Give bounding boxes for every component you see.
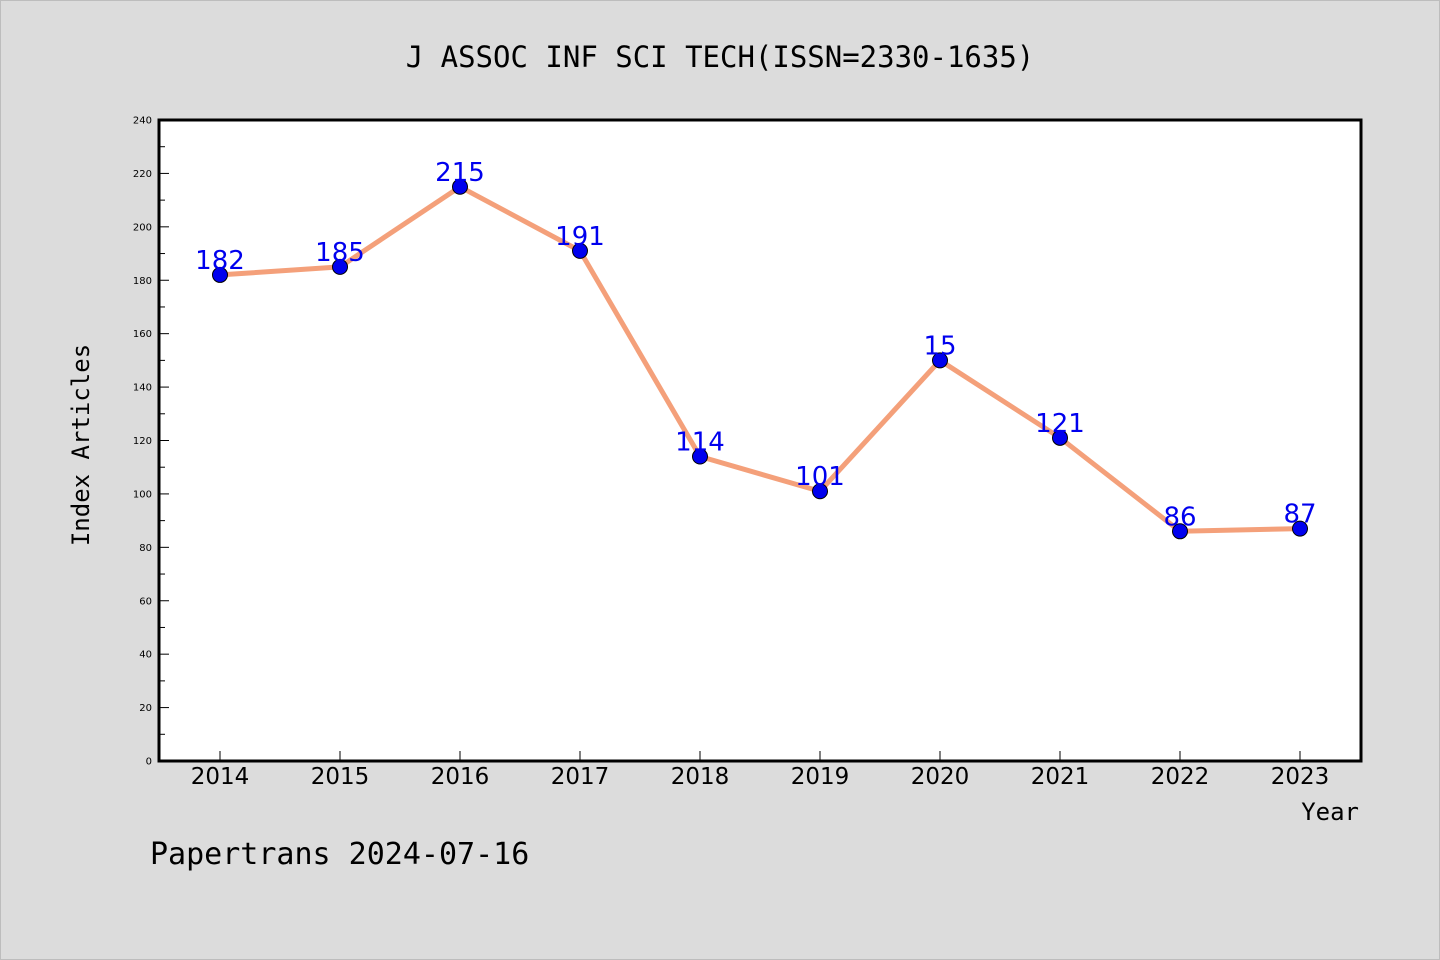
- data-label: 215: [435, 158, 485, 188]
- data-point: [932, 352, 948, 369]
- data-point: [692, 448, 708, 465]
- data-label: 15: [923, 331, 956, 361]
- y-tick-label: 200: [133, 222, 152, 233]
- data-label: 101: [795, 462, 845, 492]
- data-point: [1172, 523, 1188, 540]
- data-label: 121: [1035, 409, 1085, 439]
- x-tick-label: 2014: [191, 764, 250, 790]
- x-tick-label: 2019: [791, 764, 850, 790]
- y-axis-label: Index Articles: [67, 344, 95, 546]
- y-tick-label: 180: [133, 276, 152, 287]
- x-tick-label: 2021: [1031, 764, 1090, 790]
- series-line: [217, 184, 1303, 534]
- y-tick-label: 0: [146, 757, 152, 768]
- x-axis-ticks: 2014 2015 2016 2017 2018 2019 2020 2021 2022 2023: [191, 751, 1330, 790]
- data-point: [452, 178, 468, 195]
- plot-frame: [157, 118, 1363, 763]
- y-tick-label: 20: [139, 703, 152, 714]
- data-label: 114: [675, 428, 725, 458]
- data-label: 86: [1163, 502, 1196, 532]
- data-label: 87: [1283, 500, 1316, 530]
- y-tick-label: 140: [133, 383, 152, 394]
- x-axis-label: Year: [1301, 798, 1359, 826]
- x-tick-label: 2016: [431, 764, 490, 790]
- data-label: 191: [555, 222, 605, 252]
- x-tick-label: 2017: [551, 764, 610, 790]
- plot-area: [159, 120, 1361, 761]
- y-tick-label: 240: [133, 116, 152, 127]
- data-point: [812, 483, 828, 500]
- data-point: [332, 258, 348, 275]
- x-tick-label: 2018: [671, 764, 730, 790]
- data-point: [572, 242, 588, 259]
- x-tick-label: 2020: [911, 764, 970, 790]
- data-label: 182: [195, 246, 245, 276]
- x-tick-label: 2015: [311, 764, 370, 790]
- y-tick-label: 120: [133, 436, 152, 447]
- y-tick-label: 160: [133, 329, 152, 340]
- footer-date-stamp: Papertrans 2024-07-16: [150, 837, 529, 872]
- y-tick-label: 80: [139, 543, 152, 554]
- data-point: [1052, 429, 1068, 446]
- data-label: 185: [315, 238, 365, 268]
- data-point: [212, 266, 228, 283]
- chart-title: J ASSOC INF SCI TECH(ISSN=2330-1635): [406, 40, 1035, 74]
- data-point: [1292, 520, 1308, 537]
- series-layer: 182 185 215 191 114 101 15 121 86 87: [195, 158, 1317, 540]
- x-tick-label: 2023: [1271, 764, 1330, 790]
- x-tick-label: 2022: [1151, 764, 1210, 790]
- y-tick-label: 220: [133, 169, 152, 180]
- y-axis-ticks: 0 20 40 60 80 100 120 140 160 180 200 220 240: [133, 116, 169, 768]
- y-tick-label: 40: [139, 650, 152, 661]
- y-tick-label: 60: [139, 596, 152, 607]
- y-tick-label: 100: [133, 489, 152, 500]
